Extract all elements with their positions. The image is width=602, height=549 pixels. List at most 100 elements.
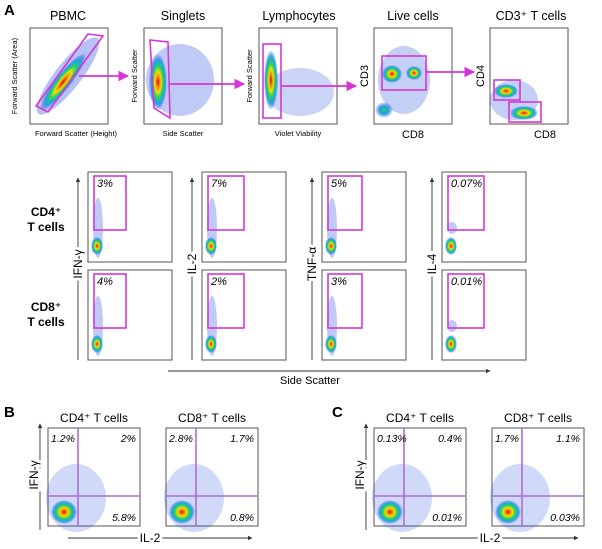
positive-gate — [207, 273, 245, 329]
cd3-gate — [381, 55, 427, 91]
quadrant-pct-bottom-right: 0.03% — [550, 512, 580, 524]
positive-gate — [327, 273, 363, 329]
gating-titles: PBMC Singlets Lymphocytes Live cells CD3… — [50, 9, 566, 23]
cytokine-plot: 3% — [321, 269, 407, 361]
cytokine-axis: IFN-γ — [68, 177, 88, 360]
cytokine-plot: 4% — [87, 269, 173, 361]
density-core — [406, 66, 422, 80]
density-core — [39, 53, 87, 111]
axis-label-y: CD4 — [475, 65, 487, 87]
density-core — [325, 237, 337, 255]
cytokine-plot: 0.01% — [441, 269, 527, 361]
positive-gate — [93, 175, 127, 231]
density-core — [375, 102, 393, 118]
dot-cloud — [46, 464, 106, 532]
row-label-cd8: CD8⁺ T cells — [27, 300, 65, 329]
row-label-cd4: CD4⁺ T cells — [27, 205, 65, 234]
dot-cloud — [266, 68, 334, 116]
gate-percentage: 3% — [331, 276, 347, 288]
cd4-gate — [493, 79, 521, 101]
panel-letter-b: B — [4, 404, 15, 421]
cytokine-plot: 2% — [201, 269, 287, 361]
axis-label-y: CD3 — [359, 65, 371, 87]
quadrant-pct-top-left: 2.8% — [168, 433, 193, 445]
gating-title-cd3: CD3⁺ T cells — [496, 9, 567, 23]
gating-plot-lymphocytes: Violet Viability Forward Scatter — [245, 27, 338, 138]
quadrant-plot-b-1: CD4⁺ T cells 1.2% 2% 5.8% — [46, 411, 141, 532]
quadrant-plots: CD4⁺ T cells 1.2% 2% 5.8% CD8⁺ T cells 2.8% 1.… — [46, 411, 585, 532]
cytokine-plot: 5% — [321, 171, 407, 263]
gating-title-singlets: Singlets — [161, 9, 205, 23]
cytokine-plot: 7% — [201, 171, 287, 263]
density-core — [169, 500, 195, 524]
density-core — [510, 106, 538, 120]
row-label-line1: CD8⁺ — [31, 300, 61, 314]
gating-title-lymphocytes: Lymphocytes — [262, 9, 335, 23]
density-core — [91, 335, 103, 353]
axis-label-x: Side Scatter — [163, 129, 204, 138]
dot-cloud — [378, 46, 430, 114]
panel-letter-a: A — [4, 2, 15, 19]
panel-c-axes: IL-2 IFN-γ — [350, 423, 579, 548]
live-gate — [262, 43, 282, 119]
axis-label-x: Forward Scatter (Height) — [35, 129, 118, 138]
quadrant-plot-title: CD4⁺ T cells — [386, 411, 454, 425]
row-label-line1: CD4⁺ — [31, 205, 61, 219]
cytokine-axis: IL-4 — [422, 177, 442, 360]
density-core — [264, 50, 278, 110]
quadrant-pct-top-left: 1.7% — [495, 433, 519, 445]
positive-gate — [447, 175, 485, 231]
axis-label-y: Forward Scatter (Area) — [10, 37, 19, 114]
panel-b-axes: IL-2 IFN-γ — [24, 423, 253, 548]
y-axis-label: IFN-γ — [27, 460, 41, 489]
cytokine-axis: IL-2 — [182, 177, 202, 360]
gating-title-pbmc: PBMC — [50, 9, 86, 23]
gate-percentage: 7% — [211, 178, 227, 190]
cytokine-plot: 3% — [87, 171, 173, 263]
quadrant-plot-title: CD4⁺ T cells — [60, 411, 128, 425]
density-core — [377, 500, 403, 524]
quadrant-pct-bottom-right: 0.8% — [230, 512, 254, 524]
cytokine-label: IL-2 — [185, 253, 199, 274]
density-core — [494, 84, 518, 98]
dot-cloud — [447, 320, 457, 332]
density-core — [445, 237, 457, 255]
gate-percentage: 0.01% — [451, 276, 482, 288]
quadrant-plot-b-2: CD8⁺ T cells 2.8% 1.7% 0.8% — [164, 411, 259, 532]
density-core — [205, 237, 217, 255]
dot-cloud — [447, 222, 457, 234]
density-core — [51, 500, 77, 524]
quadrant-plot-c-1: CD4⁺ T cells 0.13% 0.4% 0.01% — [372, 411, 467, 532]
gate-percentage: 5% — [331, 178, 347, 190]
quadrant-plot-title: CD8⁺ T cells — [178, 411, 246, 425]
cytokine-axis: TNF-α — [302, 177, 322, 360]
side-scatter-label: Side Scatter — [280, 375, 340, 387]
gating-plot-cd3: CD8 CD4 — [475, 27, 569, 141]
cytokine-grid: 3% 7% 5% 0.07% 4% 2% 3% 0.01% IFN-γ IL-2 TNF-α IL-4 — [68, 171, 527, 361]
row-label-line2: T cells — [27, 315, 65, 329]
axis-label-x: CD8 — [534, 129, 556, 141]
quadrant-pct-top-right: 1.7% — [230, 433, 254, 445]
y-axis-label: IFN-γ — [353, 460, 367, 489]
dot-cloud — [164, 464, 224, 532]
quadrant-pct-top-right: 2% — [120, 433, 136, 445]
axis-label-x: Violet Viability — [275, 129, 322, 138]
axis-label-x: CD8 — [402, 129, 424, 141]
positive-gate — [93, 273, 127, 329]
cd8-gate — [508, 101, 542, 123]
positive-gate — [327, 175, 363, 231]
quadrant-plot-c-2: CD8⁺ T cells 1.7% 1.1% 0.03% — [490, 411, 585, 532]
quadrant-pct-top-left: 1.2% — [51, 433, 75, 445]
gating-plot-pbmc: Forward Scatter (Height) Forward Scatter… — [10, 27, 118, 138]
density-core — [445, 335, 457, 353]
gating-title-live-cells: Live cells — [387, 9, 438, 23]
positive-gate — [447, 273, 485, 329]
density-core — [325, 335, 337, 353]
dot-cloud — [490, 464, 550, 532]
gate-percentage: 0.07% — [451, 178, 482, 190]
lymphocyte-gate — [149, 39, 171, 120]
cytokine-label: TNF-α — [305, 247, 319, 281]
dot-cloud — [372, 464, 432, 532]
x-axis-label: IL-2 — [480, 531, 501, 545]
